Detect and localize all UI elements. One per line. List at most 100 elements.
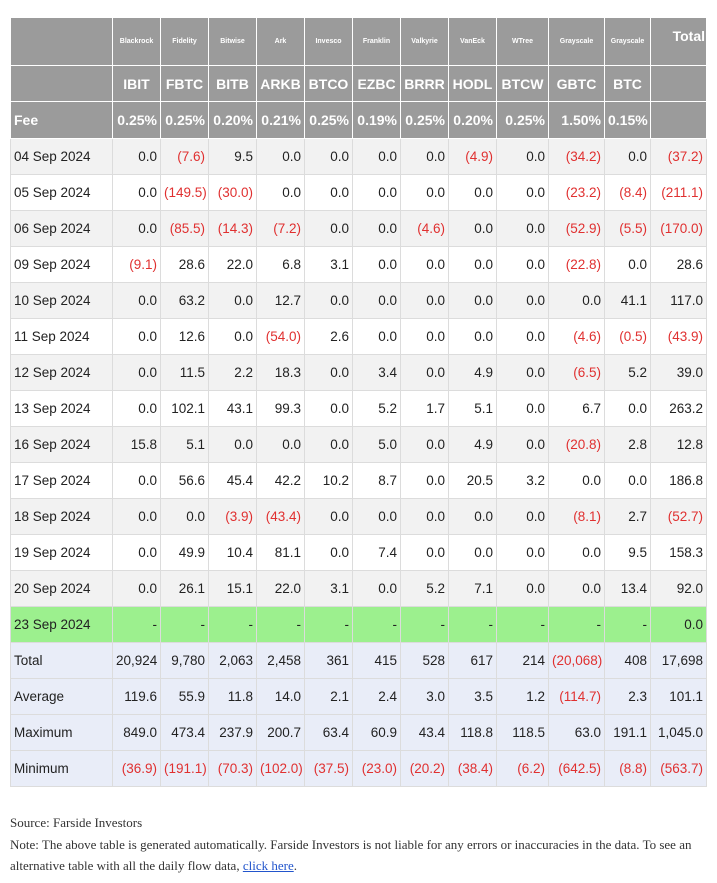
summary-value: 14.0	[256, 678, 305, 715]
flow-value: -	[548, 606, 605, 643]
summary-value: 528	[400, 642, 449, 679]
issuer: WTree	[496, 17, 549, 66]
flow-value: (5.5)	[604, 210, 651, 247]
date: 04 Sep 2024	[10, 138, 113, 175]
flow-value: 2.7	[604, 498, 651, 535]
summary-value: (102.0)	[256, 750, 305, 787]
flow-value: 0.0	[112, 390, 161, 427]
summary-value: 1.2	[496, 678, 549, 715]
flow-value: (4.6)	[400, 210, 449, 247]
issuer: Franklin	[352, 17, 401, 66]
flow-value: (85.5)	[160, 210, 209, 247]
summary-value: 63.4	[304, 714, 353, 751]
summary-value: 1,045.0	[650, 714, 707, 751]
issuer: Valkyrie	[400, 17, 449, 66]
summary-value: 849.0	[112, 714, 161, 751]
flow-value: (22.8)	[548, 246, 605, 283]
flow-value: 0.0	[496, 534, 549, 571]
flow-value: 9.5	[208, 138, 257, 175]
flow-value: 0.0	[496, 246, 549, 283]
flow-value: 2.2	[208, 354, 257, 391]
summary-value: (642.5)	[548, 750, 605, 787]
flow-value: 0.0	[548, 462, 605, 499]
flow-value: 0.0	[400, 282, 449, 319]
header-blank	[650, 101, 707, 139]
flow-value: 3.4	[352, 354, 401, 391]
summary-value: (38.4)	[448, 750, 497, 787]
summary-value: 3.5	[448, 678, 497, 715]
summary-value: 214	[496, 642, 549, 679]
ticker: BTCW	[496, 65, 549, 102]
flow-value: 0.0	[352, 246, 401, 283]
fee-value: 0.25%	[304, 101, 353, 139]
flow-value: 0.0	[256, 174, 305, 211]
summary-value: 617	[448, 642, 497, 679]
date: 10 Sep 2024	[10, 282, 113, 319]
issuer: Invesco	[304, 17, 353, 66]
flow-value: (54.0)	[256, 318, 305, 355]
flow-value: (6.5)	[548, 354, 605, 391]
flow-value: 0.0	[352, 138, 401, 175]
flow-value: (43.4)	[256, 498, 305, 535]
summary-value: (563.7)	[650, 750, 707, 787]
day-row: 17 Sep 2024 0.0 56.6 45.4 42.2 10.2 8.7 0.0 20.5…	[10, 462, 707, 499]
summary-value: (8.8)	[604, 750, 651, 787]
flow-value: 3.2	[496, 462, 549, 499]
flow-value: 15.1	[208, 570, 257, 607]
flow-value: 0.0	[496, 282, 549, 319]
summary-value: 191.1	[604, 714, 651, 751]
flow-value: 102.1	[160, 390, 209, 427]
flow-value: 0.0	[400, 534, 449, 571]
total-header: Total	[650, 17, 707, 66]
flow-value: (3.9)	[208, 498, 257, 535]
date: 06 Sep 2024	[10, 210, 113, 247]
summary-value: 11.8	[208, 678, 257, 715]
flow-value: 0.0	[400, 426, 449, 463]
date: 05 Sep 2024	[10, 174, 113, 211]
day-row: 20 Sep 2024 0.0 26.1 15.1 22.0 3.1 0.0 5.2 7.1 0.…	[10, 570, 707, 607]
flow-value: 0.0	[496, 210, 549, 247]
day-row: 12 Sep 2024 0.0 11.5 2.2 18.3 0.0 3.4 0.0 4.9 0.0…	[10, 354, 707, 391]
fee-row: Fee 0.25% 0.25% 0.20% 0.21% 0.25% 0.19% 0.25% 0.…	[10, 101, 707, 139]
summary-row: Maximum 849.0 473.4 237.9 200.7 63.4 60.9 43.4 1…	[10, 714, 707, 751]
flow-value: 263.2	[650, 390, 707, 427]
flow-value: 0.0	[112, 498, 161, 535]
flow-value: 15.8	[112, 426, 161, 463]
flow-value: 0.0	[496, 426, 549, 463]
flow-value: (7.6)	[160, 138, 209, 175]
day-row: 23 Sep 2024- - - - - - - - - - -0.0	[10, 606, 707, 643]
flow-value: (37.2)	[650, 138, 707, 175]
flow-value: (52.9)	[548, 210, 605, 247]
flow-value: 0.0	[112, 210, 161, 247]
flow-value: 0.0	[400, 498, 449, 535]
flow-value: 10.4	[208, 534, 257, 571]
day-row: 10 Sep 2024 0.0 63.2 0.0 12.7 0.0 0.0 0.0 0.0 0.0…	[10, 282, 707, 319]
flow-value: 5.2	[400, 570, 449, 607]
flow-value: (8.4)	[604, 174, 651, 211]
flow-value: (8.1)	[548, 498, 605, 535]
flow-value: 6.8	[256, 246, 305, 283]
summary-value: 43.4	[400, 714, 449, 751]
day-row: 11 Sep 2024 0.0 12.6 0.0 (54.0) 2.6 0.0 0.0 0.0 0…	[10, 318, 707, 355]
flow-value: 20.5	[448, 462, 497, 499]
fee-value: 1.50%	[548, 101, 605, 139]
flow-value: 0.0	[112, 570, 161, 607]
summary-row: Minimum (36.9) (191.1) (70.3) (102.0) (37.5)(…	[10, 750, 707, 787]
flow-value: (0.5)	[604, 318, 651, 355]
flow-value: (43.9)	[650, 318, 707, 355]
summary-value: (6.2)	[496, 750, 549, 787]
ticker: IBIT	[112, 65, 161, 102]
date: 19 Sep 2024	[10, 534, 113, 571]
flow-value: (52.7)	[650, 498, 707, 535]
flow-value: 0.0	[496, 174, 549, 211]
summary-label: Average	[10, 678, 113, 715]
summary-value: 237.9	[208, 714, 257, 751]
summary-value: 3.0	[400, 678, 449, 715]
summary-value: (23.0)	[352, 750, 401, 787]
link[interactable]: click here	[242, 858, 294, 873]
flow-value: 0.0	[448, 318, 497, 355]
fee-label: Fee	[10, 101, 113, 139]
date: 12 Sep 2024	[10, 354, 113, 391]
ticker: EZBC	[352, 65, 401, 102]
